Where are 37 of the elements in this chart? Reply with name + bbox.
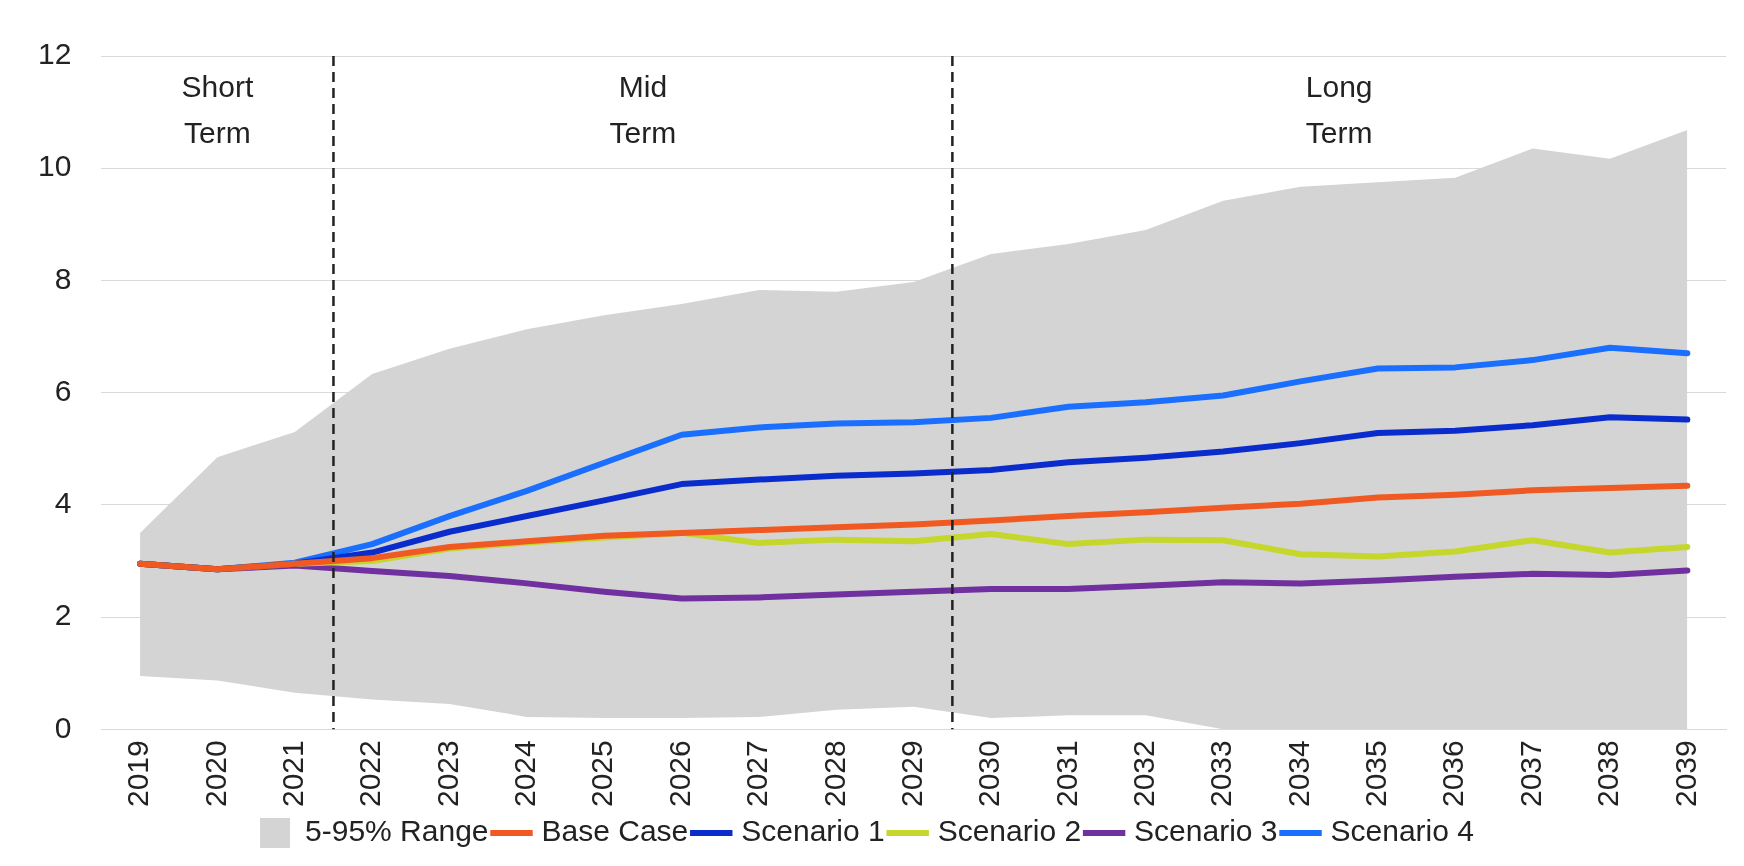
x-tick-label: 2034 (1281, 740, 1315, 808)
x-tick-label: 2039 (1668, 740, 1702, 808)
y-tick-label: 0 (54, 710, 72, 744)
legend-label: Scenario 1 (741, 814, 885, 848)
x-tick-label: 2030 (972, 740, 1006, 808)
y-tick-label: 8 (54, 261, 72, 295)
x-tick-label: 2026 (662, 740, 696, 808)
x-tick-label: 2031 (1049, 740, 1083, 808)
x-tick-label: 2032 (1127, 740, 1161, 808)
legend-label: 5-95% Range (305, 814, 489, 848)
y-tick-label: 6 (54, 373, 72, 407)
y-tick-label: 4 (54, 486, 72, 520)
x-tick-label: 2019 (121, 740, 155, 808)
x-tick-label: 2020 (198, 740, 232, 808)
x-tick-label: 2029 (894, 740, 928, 808)
y-tick-label: 12 (37, 37, 72, 71)
legend-label: Scenario 4 (1330, 814, 1474, 848)
x-tick-label: 2024 (508, 740, 542, 808)
x-tick-label: 2036 (1436, 740, 1470, 808)
x-tick-label: 2033 (1204, 740, 1238, 808)
annotation: Long Term (1305, 70, 1373, 150)
x-tick-label: 2037 (1513, 740, 1547, 808)
y-tick-label: 10 (37, 149, 72, 183)
x-tick-label: 2021 (276, 740, 310, 808)
legend-label: Base Case (541, 814, 689, 848)
x-tick-label: 2028 (817, 740, 851, 808)
x-tick-label: 2023 (430, 740, 464, 808)
annotation: Mid Term (609, 70, 677, 150)
x-tick-label: 2038 (1591, 740, 1625, 808)
legend-label: Scenario 3 (1134, 814, 1278, 848)
y-tick-label: 2 (54, 598, 72, 632)
legend-label: Scenario 2 (937, 814, 1082, 848)
x-tick-label: 2025 (585, 740, 619, 808)
x-tick-label: 2035 (1359, 740, 1393, 808)
annotation: Short Term (181, 70, 254, 150)
x-tick-label: 2027 (740, 740, 774, 808)
x-tick-label: 2022 (353, 740, 387, 808)
